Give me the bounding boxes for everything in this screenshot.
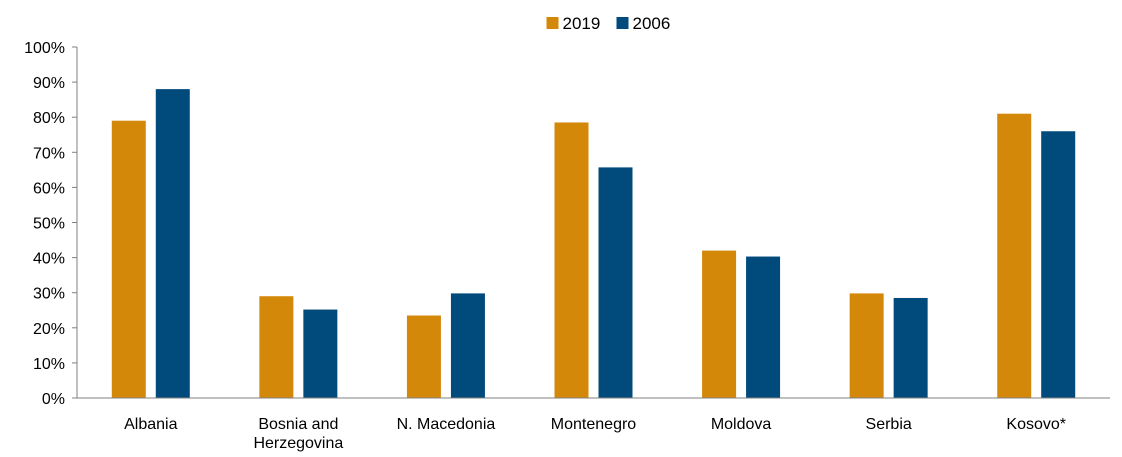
y-tick-label: 40% — [33, 251, 65, 268]
bar-2006-1 — [303, 309, 338, 398]
x-category-label-line: N. Macedonia — [397, 416, 496, 433]
bar-2006-5 — [893, 297, 928, 398]
y-tick-label: 90% — [33, 75, 65, 92]
legend-label-2019: 2019 — [563, 14, 601, 33]
x-category-label-line: Albania — [124, 416, 177, 433]
x-category-label-line: Kosovo* — [1006, 416, 1066, 433]
bar-2019-5 — [849, 293, 884, 398]
y-tick-label: 60% — [33, 180, 65, 197]
bar-2006-0 — [155, 89, 190, 399]
x-category-label: Kosovo* — [1006, 416, 1066, 433]
x-category-label-line: Montenegro — [551, 416, 636, 433]
bar-2019-0 — [111, 120, 146, 399]
x-category-label: Serbia — [866, 416, 912, 433]
x-axis: Albania Bosnia and Herzegovina N. Macedonia… — [77, 397, 1110, 452]
y-tick-label: 70% — [33, 145, 65, 162]
x-category-label: Montenegro — [551, 416, 636, 433]
bar-2019-3 — [554, 122, 589, 398]
chart-legend: 2019 2006 — [546, 14, 671, 33]
bar-2006-2 — [450, 293, 485, 398]
bars-area — [111, 89, 1076, 399]
legend-swatch-2006 — [616, 17, 629, 29]
y-tick-label: 10% — [33, 356, 65, 373]
y-tick-label: 80% — [33, 110, 65, 127]
bar-2019-2 — [406, 315, 441, 398]
x-category-label-line: Herzegovina — [253, 435, 343, 452]
y-tick-label: 0% — [42, 391, 65, 408]
x-category-label-line: Bosnia and — [258, 416, 338, 433]
bar-2019-6 — [997, 113, 1032, 398]
bar-2019-1 — [259, 296, 294, 398]
y-tick-label: 100% — [24, 40, 65, 57]
y-tick-label: 30% — [33, 286, 65, 303]
y-tick-label: 50% — [33, 216, 65, 233]
x-category-label: N. Macedonia — [397, 416, 496, 433]
x-category-label: Bosnia and Herzegovina — [253, 416, 343, 452]
bar-2006-4 — [746, 256, 781, 398]
bar-2019-4 — [702, 250, 737, 398]
x-category-label-line: Serbia — [866, 416, 912, 433]
x-category-label: Albania — [124, 416, 177, 433]
legend-swatch-2019 — [546, 17, 559, 29]
y-axis: 0% 10% 20% 30% 40% 50% 60% 70% 80% 90% 100% — [24, 40, 78, 408]
x-category-label: Moldova — [711, 416, 772, 433]
x-category-label-line: Moldova — [711, 416, 772, 433]
y-tick-label: 20% — [33, 321, 65, 338]
bar-2006-6 — [1041, 131, 1076, 399]
bar-2006-3 — [598, 167, 633, 398]
legend-label-2006: 2006 — [633, 14, 671, 33]
